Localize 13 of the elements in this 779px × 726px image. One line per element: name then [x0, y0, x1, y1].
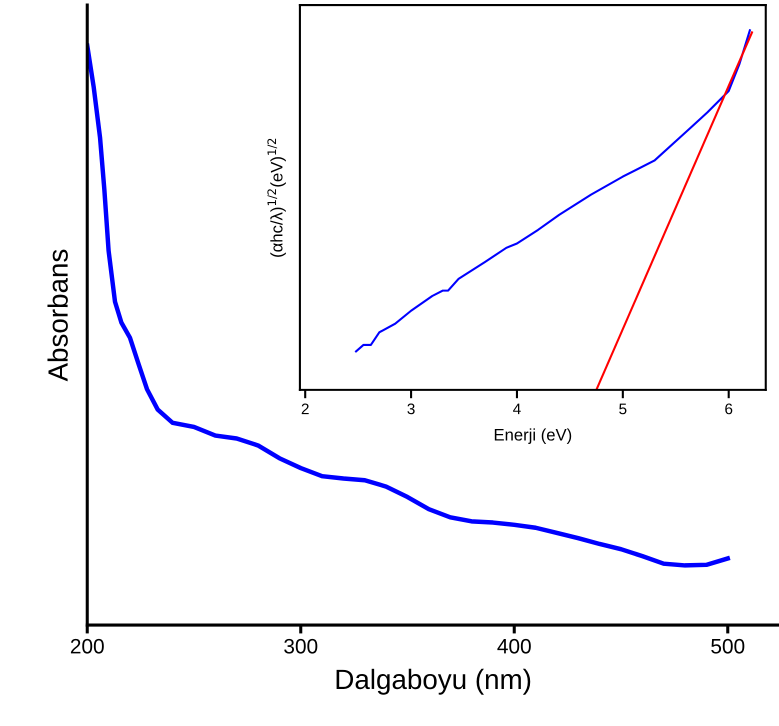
x-tick-label: 300	[284, 638, 318, 654]
x-tick-label: 500	[711, 638, 744, 654]
y-axis-title: Absorbans	[47, 250, 68, 382]
x-tick-label: 200	[70, 638, 104, 654]
x-axis-title: Enerji (eV)	[494, 428, 572, 444]
x-tick-label: 6	[725, 403, 732, 414]
y-axis-title: (αhc/λ)$^{1/2}$(eV)$^{1/2}$	[267, 138, 286, 257]
x-tick-label: 5	[619, 404, 626, 414]
x-axis-title: Dalgaboyu (nm)	[336, 668, 530, 695]
x-tick-label: 3	[407, 403, 415, 414]
x-tick-label: 400	[497, 638, 531, 654]
x-tick-label: 2	[302, 403, 309, 414]
x-tick-label: 4	[513, 404, 521, 414]
